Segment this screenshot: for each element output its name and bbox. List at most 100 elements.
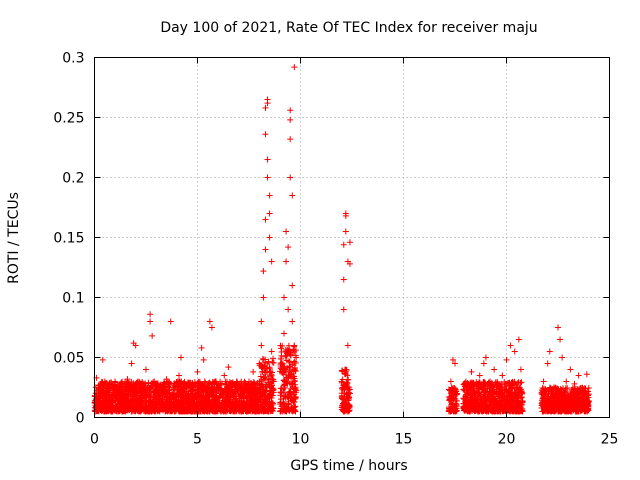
- band-point: [293, 354, 300, 361]
- band-point: [291, 403, 298, 410]
- band-point: [488, 406, 495, 413]
- data-points: [93, 64, 590, 407]
- band-point: [575, 404, 582, 411]
- band-point: [180, 391, 187, 398]
- band-point: [174, 378, 181, 385]
- band-point: [269, 382, 276, 389]
- band-point: [214, 398, 221, 405]
- band-point: [446, 394, 453, 401]
- band-point: [518, 379, 525, 386]
- data-point: [208, 324, 215, 331]
- band-point: [562, 403, 569, 410]
- band-point: [101, 384, 108, 391]
- band-point: [170, 380, 177, 387]
- band-point: [256, 385, 263, 392]
- data-point: [266, 234, 273, 241]
- data-point: [200, 356, 207, 363]
- band-point: [199, 381, 206, 388]
- band-point: [191, 393, 198, 400]
- band-point: [199, 408, 206, 415]
- band-point: [285, 372, 292, 379]
- band-point: [549, 405, 556, 412]
- data-point: [258, 318, 265, 325]
- band-point: [511, 408, 518, 415]
- data-point: [452, 360, 458, 367]
- band-point: [138, 397, 145, 404]
- band-point: [290, 373, 297, 380]
- band-point: [287, 406, 294, 413]
- band-point: [277, 363, 284, 370]
- data-point: [178, 354, 185, 361]
- band-point: [283, 407, 290, 414]
- band-point: [270, 386, 277, 393]
- data-point: [204, 384, 211, 391]
- data-point: [112, 378, 119, 385]
- band-point: [251, 393, 258, 400]
- data-point: [124, 376, 131, 383]
- band-point: [207, 386, 214, 393]
- band-point: [143, 393, 150, 400]
- data-point: [159, 384, 166, 391]
- band-point: [262, 373, 269, 380]
- band-point: [270, 355, 277, 362]
- band-point: [507, 407, 514, 414]
- band-point: [137, 408, 144, 415]
- data-point: [289, 192, 296, 199]
- band-point: [279, 403, 286, 410]
- band-point: [154, 380, 161, 387]
- band-point: [262, 401, 269, 408]
- band-point: [277, 408, 284, 415]
- band-point: [542, 404, 549, 411]
- data-point: [338, 378, 345, 385]
- data-point: [260, 268, 267, 275]
- band-point: [346, 394, 353, 401]
- data-point: [583, 371, 590, 378]
- data-point: [147, 318, 154, 325]
- band-point: [281, 381, 288, 388]
- y-tick-label: 0.05: [53, 351, 84, 367]
- band-point: [480, 407, 487, 414]
- data-point: [143, 366, 149, 373]
- data-point: [289, 318, 296, 325]
- band-point: [572, 385, 579, 392]
- band-point: [460, 395, 467, 402]
- data-point: [198, 344, 205, 351]
- data-point: [194, 368, 201, 375]
- band-point: [503, 387, 510, 394]
- band-point: [278, 345, 285, 352]
- band-point: [574, 391, 581, 398]
- x-tick-label: 10: [292, 432, 310, 448]
- band-point: [519, 398, 526, 405]
- data-point: [342, 212, 349, 219]
- band-point: [449, 405, 456, 412]
- band-point: [124, 406, 131, 413]
- y-tick-label: 0.2: [62, 171, 84, 187]
- data-point: [289, 282, 296, 289]
- band-point: [446, 406, 453, 413]
- band-point: [472, 403, 479, 410]
- band-point: [110, 385, 117, 392]
- data-point: [507, 342, 514, 349]
- band-point: [92, 397, 99, 404]
- band-point: [100, 381, 107, 388]
- band-point: [501, 379, 508, 386]
- data-point: [155, 392, 162, 399]
- data-point: [128, 360, 135, 367]
- band-point: [150, 407, 157, 414]
- band-point: [547, 398, 554, 405]
- band-point: [113, 395, 120, 402]
- band-point: [174, 398, 181, 405]
- band-point: [240, 400, 247, 407]
- band-point: [448, 384, 455, 391]
- band-point: [238, 405, 245, 412]
- band-point: [345, 386, 352, 393]
- band-point: [99, 393, 106, 400]
- data-point: [283, 228, 290, 235]
- band-point: [461, 387, 468, 394]
- band-point: [260, 408, 267, 415]
- band-point: [151, 381, 158, 388]
- band-point: [282, 353, 289, 360]
- x-axis: 0 5 10 15 20 25: [90, 57, 618, 448]
- band-point: [516, 389, 523, 396]
